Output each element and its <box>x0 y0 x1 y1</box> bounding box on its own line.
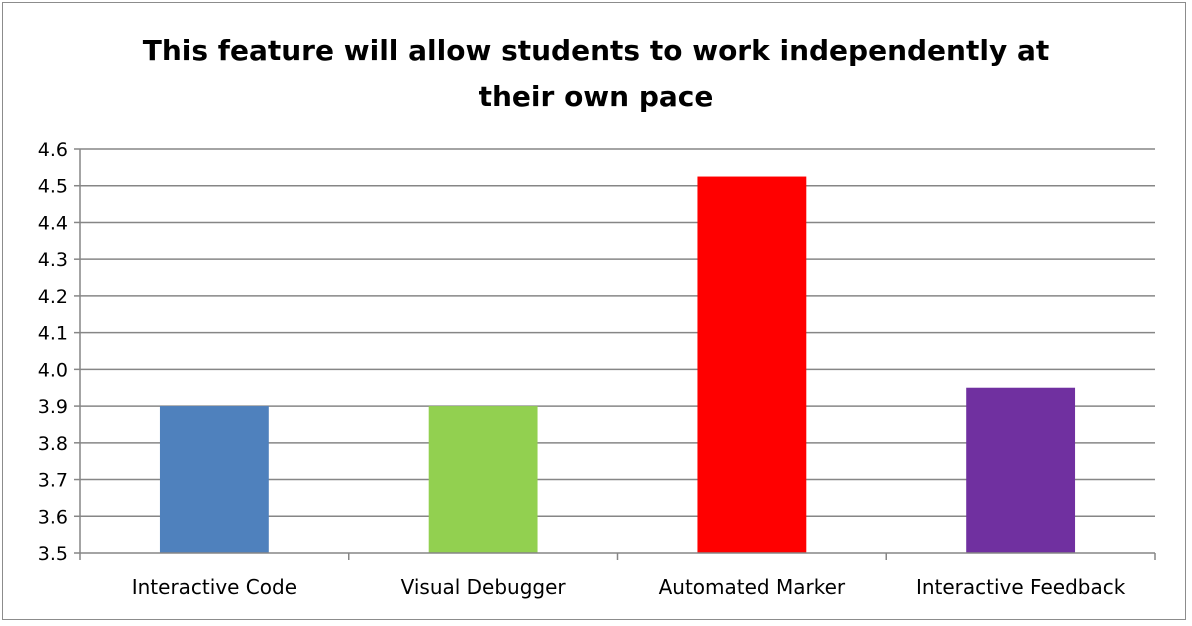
y-tick-label: 3.7 <box>38 470 68 492</box>
y-tick-label: 4.1 <box>38 323 68 345</box>
y-tick-label: 4.5 <box>38 176 68 198</box>
axis-labels: 3.5 3.6 3.7 3.8 3.9 4.0 4.1 4.2 4.3 4.4 4.5 4.6 Inte… <box>38 139 1126 599</box>
bar <box>428 406 538 553</box>
chart-title-line-2: their own pace <box>478 80 714 113</box>
x-tick-label: Automated Marker <box>659 575 846 599</box>
y-tick-label: 3.6 <box>38 506 68 528</box>
chart-title-line-1: This feature will allow students to work… <box>142 34 1050 67</box>
x-tick-label: Interactive Code <box>132 575 297 599</box>
y-tick-label: 4.4 <box>38 212 68 234</box>
x-tick-label: Interactive Feedback <box>916 575 1126 599</box>
y-tick-label: 3.9 <box>38 396 68 418</box>
y-tick-label: 4.3 <box>38 249 68 271</box>
y-tick-label: 4.2 <box>38 286 68 308</box>
y-tick-label: 3.5 <box>38 543 68 565</box>
y-tick-label: 3.8 <box>38 433 68 455</box>
chart-title: This feature will allow students to work… <box>0 28 1192 120</box>
bar <box>159 406 269 553</box>
x-tick-label: Visual Debugger <box>401 575 567 599</box>
y-tick-label: 4.6 <box>38 139 68 161</box>
bar <box>966 387 1076 553</box>
axes <box>74 148 1156 560</box>
bars <box>159 176 1076 553</box>
y-tick-label: 4.0 <box>38 359 68 381</box>
bar <box>697 176 807 553</box>
